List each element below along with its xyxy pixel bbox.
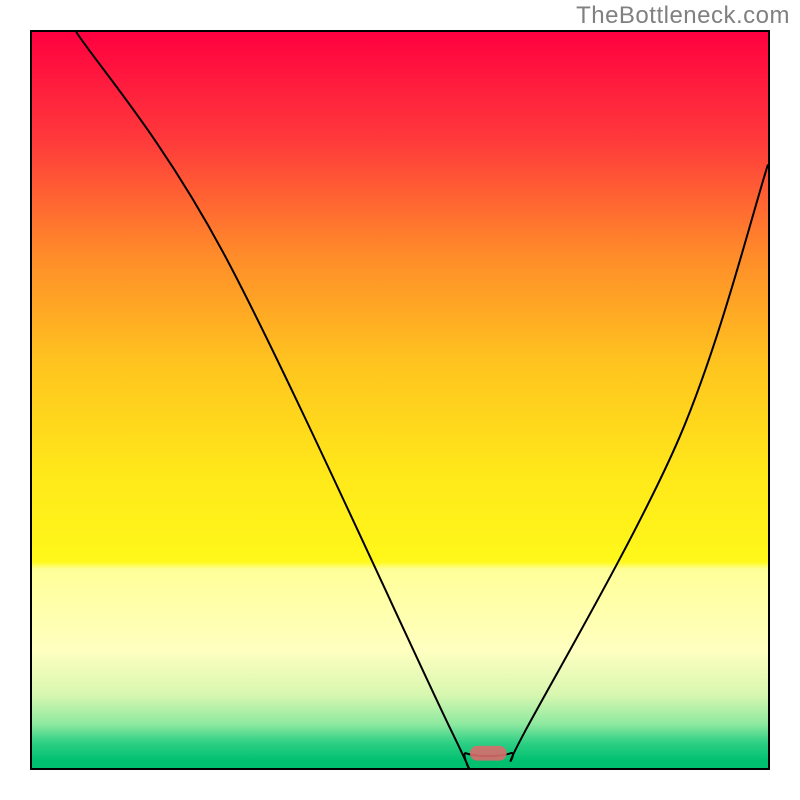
chart-svg bbox=[32, 32, 768, 768]
minimum-marker bbox=[470, 746, 507, 761]
bottleneck-chart bbox=[30, 30, 770, 770]
watermark-text: TheBottleneck.com bbox=[576, 2, 790, 30]
chart-background bbox=[32, 32, 768, 768]
